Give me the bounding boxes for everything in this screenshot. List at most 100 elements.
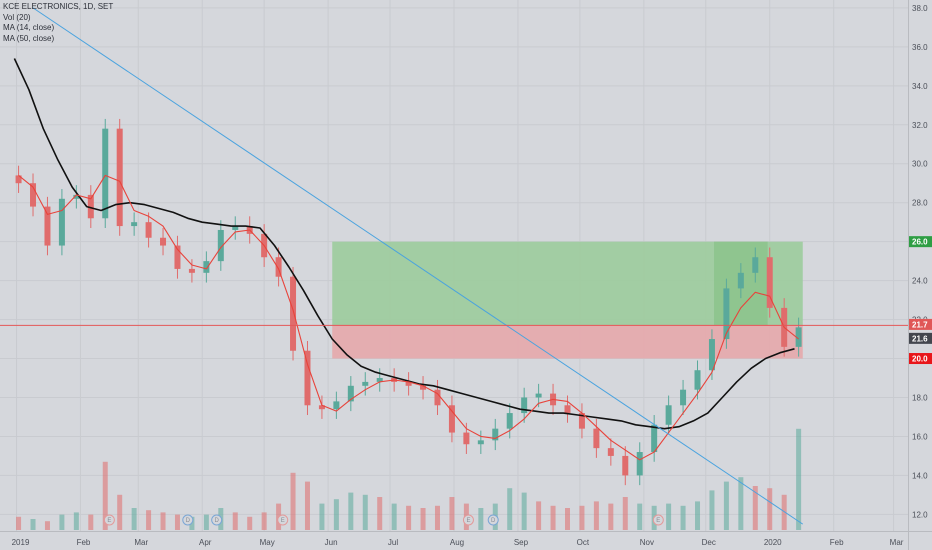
candle-body xyxy=(30,183,37,207)
volume-bar xyxy=(319,503,325,530)
price-tick-label: 24.0 xyxy=(912,277,928,286)
price-tick-label: 12.0 xyxy=(912,510,928,519)
candle-body xyxy=(405,381,412,386)
price-tick-label: 36.0 xyxy=(912,43,928,52)
candle-body xyxy=(506,413,513,429)
candle-body xyxy=(290,276,297,351)
event-label: D xyxy=(215,518,220,524)
symbol-title[interactable]: KCE ELECTRONICS, 1D, SET xyxy=(3,2,114,11)
candle-body xyxy=(477,440,484,445)
candle-body xyxy=(347,385,354,402)
candle-body xyxy=(188,268,195,273)
price-tick-label: 14.0 xyxy=(912,471,928,480)
volume-bar xyxy=(88,514,94,530)
volume-bar xyxy=(232,512,238,530)
volume-bar xyxy=(117,494,123,530)
volume-bar xyxy=(550,505,556,530)
volume-bar xyxy=(377,497,383,530)
volume-bar xyxy=(160,512,166,530)
candle-body xyxy=(217,229,224,262)
candle-body xyxy=(694,370,701,390)
volume-bar xyxy=(781,494,787,530)
volume-bar xyxy=(16,516,22,530)
legend-ma14[interactable]: MA (14, close) xyxy=(3,23,55,32)
price-tick-label: 28.0 xyxy=(912,199,928,208)
volume-bar xyxy=(73,512,79,530)
price-tick-label: 18.0 xyxy=(912,393,928,402)
candle-body xyxy=(593,428,600,449)
candle-body xyxy=(44,206,51,246)
candle-body xyxy=(232,226,239,230)
price-tick-label: 38.0 xyxy=(912,4,928,13)
volume-bar xyxy=(131,508,137,530)
event-marker xyxy=(103,514,115,526)
event-marker xyxy=(277,514,289,526)
time-tick-label: Feb xyxy=(77,538,91,547)
candle-body xyxy=(333,401,340,410)
volume-bar xyxy=(174,514,180,530)
volume-bar xyxy=(203,514,209,530)
volume-bar xyxy=(434,505,440,530)
volume-bar xyxy=(738,477,744,530)
price-badge xyxy=(909,353,932,365)
candle-body xyxy=(318,405,325,410)
volume-bar xyxy=(44,521,50,530)
legend-ma50[interactable]: MA (50, close) xyxy=(3,33,55,43)
time-tick-label: Jun xyxy=(325,538,338,547)
event-marker xyxy=(182,514,194,526)
price-badge-label: 26.0 xyxy=(912,238,928,247)
event-marker xyxy=(462,514,474,526)
volume-bar xyxy=(709,490,715,530)
price-tick-label: 30.0 xyxy=(912,160,928,169)
candle-body xyxy=(651,424,658,453)
candle-series xyxy=(15,118,802,486)
volume-bar xyxy=(507,488,513,530)
candle-body xyxy=(578,413,585,429)
volume-bar xyxy=(622,497,628,530)
event-label: E xyxy=(656,518,660,524)
volume-bar xyxy=(304,481,310,530)
candle-body xyxy=(174,245,181,269)
time-tick-label: Aug xyxy=(450,538,464,547)
candle-body xyxy=(636,452,643,476)
candle-body xyxy=(622,455,629,476)
time-tick-label: Oct xyxy=(577,538,590,547)
volume-bar xyxy=(247,516,253,530)
candle-body xyxy=(723,288,730,340)
legend-volume[interactable]: Vol (20) xyxy=(3,12,31,22)
volume-bar xyxy=(449,497,455,530)
candle-body xyxy=(15,175,22,184)
price-badge-label: 20.0 xyxy=(912,355,928,364)
volume-bar xyxy=(536,501,542,530)
volume-bar xyxy=(521,492,527,530)
time-tick-label: Jul xyxy=(388,538,398,547)
volume-bar xyxy=(59,514,65,530)
volume-bar xyxy=(261,512,267,530)
event-marker xyxy=(211,514,223,526)
candle-body xyxy=(131,222,138,227)
event-label: D xyxy=(186,518,191,524)
candle-body xyxy=(448,405,455,433)
volume-bar xyxy=(579,505,585,530)
volume-bar xyxy=(362,494,368,530)
volume-bar xyxy=(593,501,599,530)
candle-body xyxy=(73,194,80,199)
candle-body xyxy=(607,448,614,456)
volume-bar xyxy=(478,508,484,530)
candle-body xyxy=(535,393,542,398)
price-badges: 26.0 21.7 21.6 20.0 xyxy=(909,236,932,365)
volume-bar xyxy=(406,505,412,530)
price-badge xyxy=(909,332,932,344)
price-badge-label: 21.7 xyxy=(912,320,928,329)
chart-legend: KCE ELECTRONICS, 1D, SET Vol (20) MA (14… xyxy=(3,2,113,44)
candle-body xyxy=(203,261,210,273)
volume-series xyxy=(16,428,802,530)
time-tick-label: Mar xyxy=(890,538,904,547)
candle-body xyxy=(492,428,499,441)
event-label: E xyxy=(107,518,111,524)
candle-body xyxy=(521,397,528,414)
volume-bar xyxy=(767,488,773,530)
